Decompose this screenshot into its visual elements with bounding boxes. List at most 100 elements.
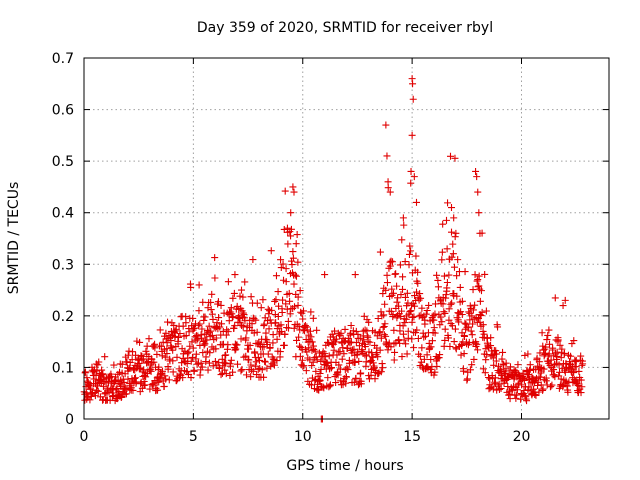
data-point bbox=[474, 346, 482, 354]
data-point bbox=[245, 356, 253, 364]
data-point bbox=[139, 355, 147, 363]
data-point bbox=[282, 265, 290, 273]
data-point bbox=[352, 339, 360, 347]
data-point bbox=[404, 299, 412, 307]
data-point bbox=[149, 380, 157, 388]
data-point bbox=[309, 314, 317, 322]
data-point bbox=[281, 187, 289, 195]
data-point bbox=[194, 332, 202, 340]
data-point bbox=[418, 344, 426, 352]
data-point bbox=[417, 294, 425, 302]
data-point bbox=[250, 315, 258, 323]
data-point bbox=[391, 348, 399, 356]
data-point bbox=[454, 256, 462, 264]
data-point bbox=[286, 297, 294, 305]
y-axis-label: SRMTID / TECUs bbox=[6, 182, 22, 295]
data-point bbox=[145, 335, 153, 343]
data-point bbox=[208, 331, 216, 339]
data-point bbox=[520, 376, 528, 384]
data-point bbox=[260, 373, 268, 381]
data-point bbox=[196, 320, 204, 328]
data-point bbox=[118, 360, 126, 368]
data-point bbox=[245, 345, 253, 353]
data-point bbox=[208, 290, 216, 298]
data-point bbox=[474, 276, 482, 284]
data-point bbox=[577, 389, 585, 397]
data-point bbox=[131, 374, 139, 382]
data-point bbox=[239, 309, 247, 317]
data-point bbox=[222, 370, 230, 378]
data-point bbox=[136, 338, 144, 346]
data-point bbox=[546, 340, 554, 348]
data-point bbox=[491, 378, 499, 386]
data-point bbox=[440, 272, 448, 280]
data-point bbox=[307, 381, 315, 389]
data-point bbox=[493, 350, 501, 358]
data-point bbox=[350, 345, 358, 353]
data-point bbox=[162, 375, 170, 383]
data-point bbox=[81, 368, 89, 376]
data-point bbox=[255, 339, 263, 347]
data-point bbox=[229, 313, 237, 321]
data-point bbox=[421, 332, 429, 340]
data-point bbox=[430, 316, 438, 324]
data-point bbox=[461, 268, 469, 276]
data-point bbox=[401, 319, 409, 327]
data-point bbox=[468, 361, 476, 369]
data-point bbox=[84, 377, 92, 385]
data-point bbox=[374, 353, 382, 361]
data-point bbox=[577, 376, 585, 384]
data-point bbox=[276, 348, 284, 356]
data-point bbox=[421, 320, 429, 328]
data-point bbox=[194, 321, 202, 329]
data-point bbox=[455, 309, 463, 317]
data-point bbox=[279, 296, 287, 304]
data-point bbox=[471, 301, 479, 309]
y-tick-label: 0.2 bbox=[52, 309, 74, 325]
data-point bbox=[191, 324, 199, 332]
data-point bbox=[252, 358, 260, 366]
data-points bbox=[80, 75, 587, 423]
data-point bbox=[253, 299, 261, 307]
data-point bbox=[230, 289, 238, 297]
data-point bbox=[274, 313, 282, 321]
data-point bbox=[307, 333, 315, 341]
data-point bbox=[225, 317, 233, 325]
data-point bbox=[285, 289, 293, 297]
data-point bbox=[443, 279, 451, 287]
data-point bbox=[358, 346, 366, 354]
data-point bbox=[538, 329, 546, 337]
data-point bbox=[202, 353, 210, 361]
data-point bbox=[287, 225, 295, 233]
data-point bbox=[246, 341, 254, 349]
data-point bbox=[371, 375, 379, 383]
data-point bbox=[398, 236, 406, 244]
data-point bbox=[270, 361, 278, 369]
data-point bbox=[376, 248, 384, 256]
data-point bbox=[383, 279, 391, 287]
data-point bbox=[573, 380, 581, 388]
data-point bbox=[553, 348, 561, 356]
data-point bbox=[332, 379, 340, 387]
data-point bbox=[321, 271, 329, 279]
data-point bbox=[555, 361, 563, 369]
data-point bbox=[470, 355, 478, 363]
data-point bbox=[207, 306, 215, 314]
data-point bbox=[494, 323, 502, 331]
data-point bbox=[289, 254, 297, 262]
data-point bbox=[153, 350, 161, 358]
data-point bbox=[316, 369, 324, 377]
data-point bbox=[394, 311, 402, 319]
data-point bbox=[451, 233, 459, 241]
data-point bbox=[228, 313, 236, 321]
data-point bbox=[307, 308, 315, 316]
data-point bbox=[466, 316, 474, 324]
data-point bbox=[214, 298, 222, 306]
data-point bbox=[156, 326, 164, 334]
data-point bbox=[403, 289, 411, 297]
data-point bbox=[167, 337, 175, 345]
data-point bbox=[308, 338, 316, 346]
data-point bbox=[449, 250, 457, 258]
data-point bbox=[185, 348, 193, 356]
